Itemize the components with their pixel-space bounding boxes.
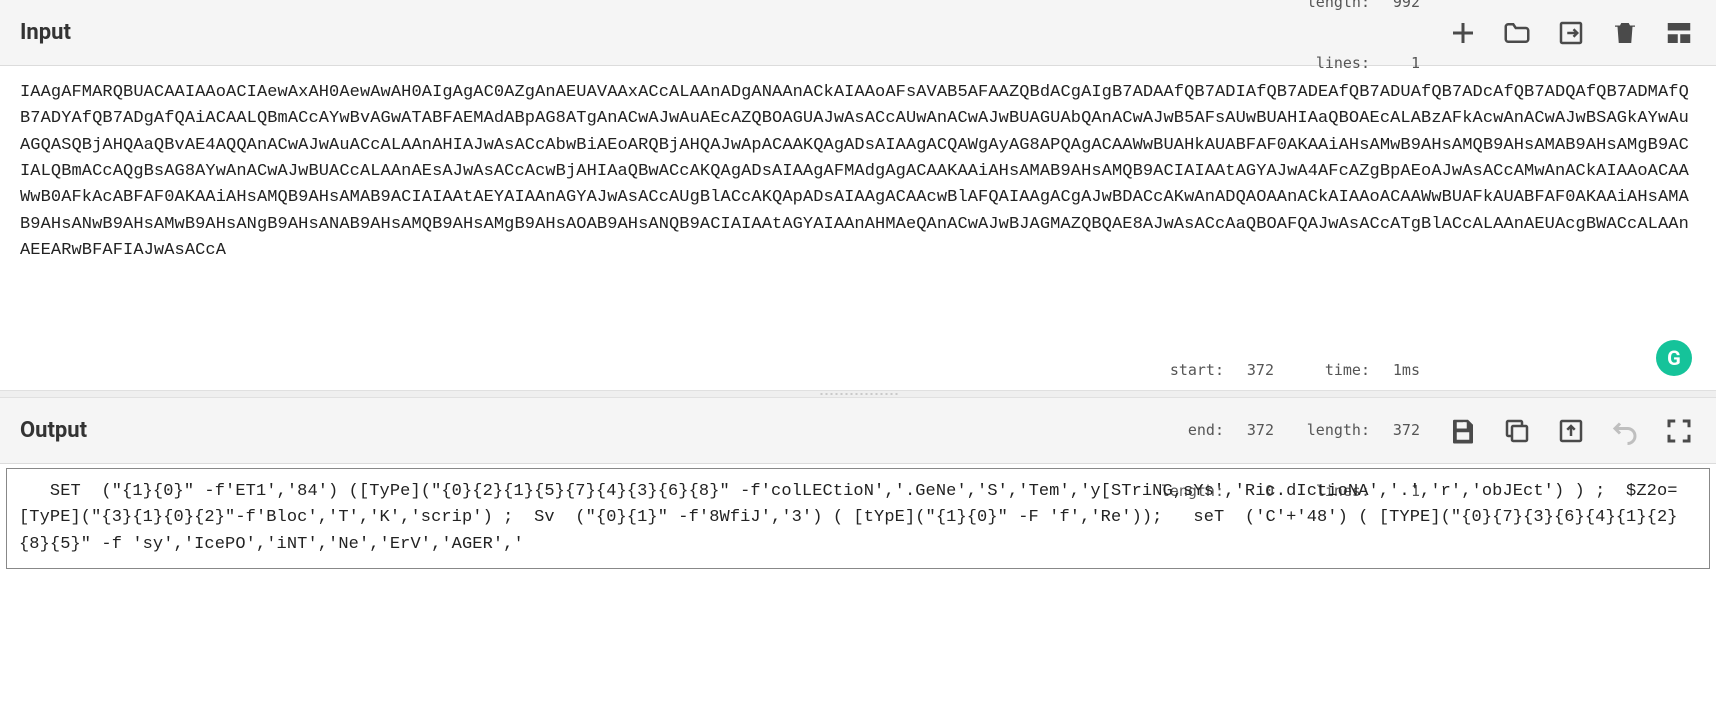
delete-icon[interactable] [1608,16,1642,50]
output-content[interactable]: SET ("{1}{0}" -f'ET1','84') ([TyPe]("{0}… [6,468,1710,569]
input-title: Input [20,20,71,45]
output-title: Output [20,418,87,443]
output-length2-value: 372 [1370,420,1420,440]
layout-icon[interactable] [1662,16,1696,50]
import-icon[interactable] [1554,16,1588,50]
input-lines-label: lines: [1300,53,1370,73]
input-content[interactable]: IAAgAFMARQBUACAAIAAoACIAewAxAH0AewAwAH0A… [0,66,1716,390]
input-lines-value: 1 [1370,53,1420,73]
input-toolbar [1446,16,1696,50]
output-pane: Output start:372 end:372 length:0 time:1… [0,398,1716,569]
input-header: Input length: 992 lines: 1 [0,0,1716,66]
output-header: Output start:372 end:372 length:0 time:1… [0,398,1716,464]
add-icon[interactable] [1446,16,1480,50]
output-end-label: end: [1154,420,1224,440]
grammarly-badge[interactable]: G [1656,340,1692,376]
copy-icon[interactable] [1500,414,1534,448]
resize-grip-icon [818,391,898,397]
open-folder-icon[interactable] [1500,16,1534,50]
undo-icon[interactable] [1608,414,1642,448]
fullscreen-icon[interactable] [1662,414,1696,448]
output-end-value: 372 [1224,420,1274,440]
input-pane: Input length: 992 lines: 1 [0,0,1716,390]
export-icon[interactable] [1554,414,1588,448]
input-length-value: 992 [1370,0,1420,12]
input-length-label: length: [1300,0,1370,12]
output-length2-label: length: [1300,420,1370,440]
save-icon[interactable] [1446,414,1480,448]
output-toolbar [1446,414,1696,448]
